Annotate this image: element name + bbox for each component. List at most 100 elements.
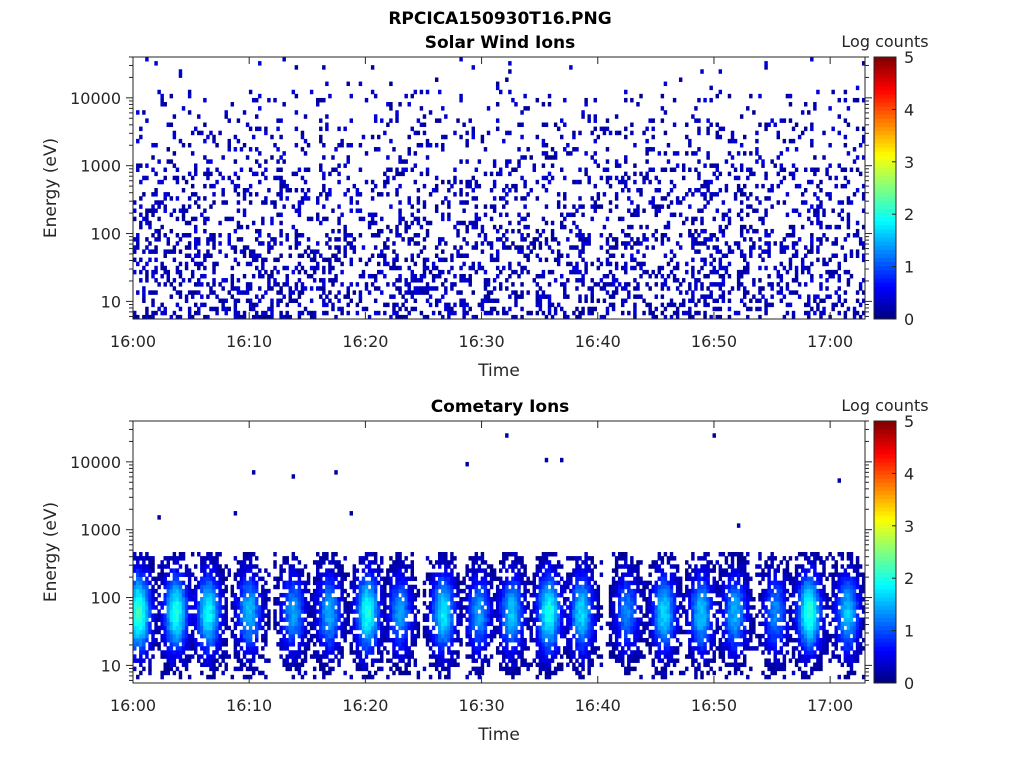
spectrogram-cell <box>343 601 347 606</box>
spectrogram-cell <box>377 650 381 655</box>
spectrogram-cell <box>209 204 213 209</box>
spectrogram-cell <box>697 171 701 177</box>
spectrogram-cell <box>627 196 631 201</box>
spectrogram-cell <box>590 286 594 291</box>
spectrogram-cell <box>739 282 744 287</box>
spectrogram-cell <box>169 633 174 639</box>
spectrogram-cell <box>724 224 729 230</box>
spectrogram-cell <box>636 188 640 193</box>
spectrogram-cell <box>389 625 393 631</box>
spectrogram-cell <box>352 237 357 242</box>
spectrogram-cell <box>145 245 149 250</box>
spectrogram-cell <box>221 302 225 308</box>
spectrogram-cell <box>770 188 774 193</box>
spectrogram-cell <box>505 310 509 316</box>
spectrogram-cell <box>233 621 238 627</box>
spectrogram-cell <box>242 674 247 680</box>
spectrogram-cell <box>377 625 381 631</box>
spectrogram-cell <box>538 302 543 308</box>
spectrogram-cell <box>288 572 292 577</box>
spectrogram-cell <box>334 629 338 635</box>
spectrogram-cell <box>184 265 189 271</box>
spectrogram-cell <box>404 597 408 602</box>
spectrogram-cell <box>703 273 707 279</box>
spectrogram-cell <box>364 642 369 647</box>
spectrogram-cell <box>602 273 607 279</box>
spectrogram-cell <box>255 253 259 258</box>
spectrogram-cell <box>331 633 335 639</box>
spectrogram-cell <box>325 605 329 610</box>
spectrogram-cell <box>258 233 262 238</box>
spectrogram-cell <box>581 310 585 316</box>
colorbar-segment <box>874 110 896 115</box>
spectrogram-cell <box>184 658 189 663</box>
spectrogram-cell <box>139 601 143 606</box>
spectrogram-cell <box>752 245 756 250</box>
spectrogram-cell <box>404 93 408 99</box>
spectrogram-cell <box>297 253 302 258</box>
spectrogram-cell <box>517 261 521 267</box>
spectrogram-cell <box>309 609 314 614</box>
spectrogram-cell <box>828 175 832 181</box>
spectrogram-cell <box>349 200 353 205</box>
spectrogram-cell <box>392 650 396 655</box>
spectrogram-cell <box>261 261 265 267</box>
spectrogram-cell <box>404 666 408 672</box>
spectrogram-cell <box>410 93 414 99</box>
spectrogram-cell <box>843 142 848 148</box>
spectrogram-cell <box>203 584 207 590</box>
spectrogram-cell <box>352 601 357 606</box>
spectrogram-cell <box>133 216 137 222</box>
spectrogram-cell <box>142 642 146 647</box>
spectrogram-cell <box>142 216 146 222</box>
spectrogram-cell <box>245 552 250 557</box>
spectrogram-cell <box>218 249 222 254</box>
spectrogram-cell <box>816 302 820 308</box>
spectrogram-cell <box>151 302 155 308</box>
spectrogram-cell <box>200 642 204 647</box>
spectrogram-cell <box>319 126 323 132</box>
spectrogram-cell <box>392 261 396 267</box>
spectrogram-cell <box>721 282 726 287</box>
spectrogram-cell <box>221 580 225 586</box>
spectrogram-cell <box>346 294 350 299</box>
spectrogram-cell <box>261 171 265 177</box>
spectrogram-cell <box>480 241 485 246</box>
spectrogram-cell <box>203 572 207 577</box>
spectrogram-cell <box>175 572 180 577</box>
spectrogram-cell <box>776 171 780 177</box>
spectrogram-cell <box>508 265 512 271</box>
spectrogram-cell <box>645 126 649 132</box>
spectrogram-cell <box>471 245 475 250</box>
spectrogram-cell <box>413 151 418 156</box>
spectrogram-cell <box>151 298 155 304</box>
spectrogram-cell <box>175 290 180 295</box>
spectrogram-cell <box>349 208 353 213</box>
spectrogram-cell <box>291 617 296 622</box>
spectrogram-cell <box>410 220 414 226</box>
spectrogram-cell <box>535 302 540 308</box>
spectrogram-cell <box>352 621 357 627</box>
spectrogram-cell <box>297 560 302 565</box>
spectrogram-cell <box>181 597 186 602</box>
spectrogram-cell <box>261 241 265 246</box>
spectrogram-cell <box>736 286 741 291</box>
spectrogram-cell <box>194 597 198 602</box>
spectrogram-cell <box>438 237 442 242</box>
spectrogram-cell <box>727 216 732 222</box>
spectrogram-cell <box>251 97 256 103</box>
spectrogram-cell <box>364 674 369 680</box>
spectrogram-cell <box>736 245 741 250</box>
spectrogram-cell <box>386 658 390 663</box>
spectrogram-cell <box>328 580 332 586</box>
spectrogram-cell <box>316 212 320 218</box>
spectrogram-cell <box>358 597 363 602</box>
spectrogram-cell <box>221 658 225 663</box>
spectrogram-cell <box>288 666 292 672</box>
spectrogram-cell <box>678 282 683 287</box>
spectrogram-cell <box>407 662 411 668</box>
spectrogram-cell <box>267 245 271 250</box>
spectrogram-cell <box>133 580 137 586</box>
spectrogram-cell <box>398 212 402 218</box>
spectrogram-cell <box>502 204 506 209</box>
